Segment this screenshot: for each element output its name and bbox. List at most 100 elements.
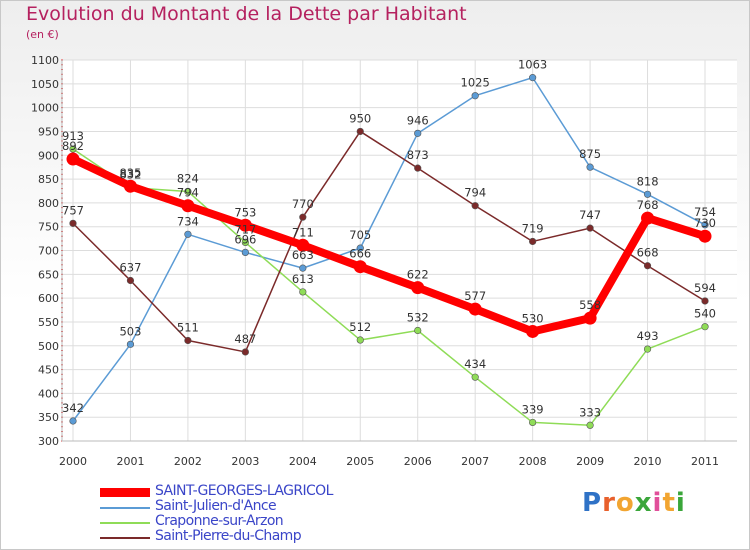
- data-point: [641, 211, 655, 225]
- data-label: 434: [464, 357, 486, 371]
- data-point: [241, 348, 249, 356]
- data-point: [529, 237, 537, 246]
- data-point: [471, 202, 479, 210]
- data-label: 875: [579, 147, 601, 161]
- logo-letter: P: [582, 488, 603, 518]
- data-point: [299, 264, 307, 272]
- y-tick-label: 500: [38, 340, 59, 353]
- data-point: [299, 288, 307, 296]
- data-point: [701, 221, 709, 229]
- series-line: [71, 155, 707, 336]
- x-tick-label: 2004: [289, 455, 317, 468]
- data-point: [414, 326, 422, 335]
- data-point: [184, 336, 192, 345]
- y-tick-label: 1050: [31, 78, 59, 91]
- legend-swatch: [100, 537, 150, 539]
- data-label: 794: [464, 186, 486, 200]
- logo-letter: t: [662, 488, 676, 518]
- data-label: 754: [694, 205, 716, 219]
- data-label: 663: [292, 248, 314, 262]
- data-point: [471, 92, 479, 100]
- data-label: 711: [292, 225, 314, 239]
- data-point: [238, 218, 252, 232]
- y-tick-label: 1100: [31, 54, 59, 67]
- data-label: 747: [579, 208, 601, 222]
- data-point: [241, 248, 249, 257]
- series-line: [72, 148, 706, 427]
- data-point: [468, 302, 482, 316]
- data-point: [356, 127, 364, 136]
- data-point: [66, 152, 80, 166]
- data-point: [698, 229, 712, 243]
- data-label: 730: [694, 216, 716, 230]
- legend-swatch: [100, 488, 150, 497]
- data-label: 757: [62, 203, 84, 217]
- data-point: [299, 213, 307, 221]
- y-tick-label: 700: [38, 245, 59, 258]
- data-label: 594: [694, 281, 716, 295]
- y-tick-label: 850: [38, 173, 59, 186]
- data-label: 530: [522, 311, 544, 325]
- x-tick-label: 2000: [59, 455, 87, 468]
- data-point: [471, 373, 479, 381]
- data-label: 946: [407, 113, 429, 127]
- data-label: 339: [522, 402, 544, 416]
- data-point: [701, 297, 709, 305]
- x-tick-label: 2007: [461, 455, 489, 468]
- y-tick-label: 800: [38, 197, 59, 210]
- x-tick-label: 2009: [576, 455, 604, 468]
- data-label: 734: [177, 214, 199, 228]
- data-point: [643, 345, 652, 353]
- data-label: 637: [119, 261, 141, 275]
- x-tick-label: 2011: [691, 455, 719, 468]
- data-point: [126, 276, 135, 285]
- y-tick-label: 650: [38, 268, 59, 281]
- legend-label: Craponne-sur-Arzon: [155, 513, 284, 529]
- data-label: 503: [119, 324, 141, 338]
- data-point: [69, 145, 77, 153]
- y-tick-label: 350: [38, 411, 59, 424]
- y-tick-label: 400: [38, 387, 59, 400]
- series-line: [72, 130, 706, 353]
- data-point: [184, 230, 192, 238]
- y-tick-label: 1000: [31, 102, 59, 115]
- data-label: 818: [637, 174, 659, 188]
- data-point: [643, 262, 652, 270]
- data-point: [356, 336, 364, 344]
- data-label: 493: [637, 329, 659, 343]
- data-point: [586, 224, 594, 232]
- x-tick-label: 2010: [634, 455, 662, 468]
- data-label: 753: [234, 205, 256, 219]
- data-label: 770: [292, 197, 314, 211]
- proxiti-logo: Proxiti: [582, 488, 686, 518]
- data-point: [353, 260, 367, 274]
- data-point: [643, 190, 652, 198]
- data-point: [241, 238, 249, 247]
- data-label: 1025: [461, 76, 490, 90]
- data-point: [69, 417, 77, 425]
- data-label: 705: [349, 228, 371, 242]
- data-label: 333: [579, 405, 601, 419]
- data-label: 512: [349, 320, 371, 334]
- x-tick-label: 2002: [174, 455, 202, 468]
- data-label: 794: [177, 186, 199, 200]
- data-label: 719: [522, 221, 544, 235]
- data-label: 913: [62, 129, 84, 143]
- data-label: 342: [62, 401, 84, 415]
- data-label: 717: [234, 222, 256, 236]
- data-point: [184, 187, 192, 196]
- data-point: [414, 164, 422, 172]
- data-point: [583, 311, 597, 325]
- data-point: [356, 244, 364, 252]
- data-point: [69, 219, 77, 227]
- data-label: 532: [407, 311, 429, 325]
- data-point: [126, 340, 135, 348]
- data-point: [529, 418, 537, 427]
- data-label: 873: [407, 148, 429, 162]
- data-point: [411, 281, 425, 295]
- data-point: [701, 323, 709, 331]
- data-label: 668: [637, 246, 659, 260]
- y-tick-label: 750: [38, 221, 59, 234]
- data-label: 666: [349, 247, 371, 261]
